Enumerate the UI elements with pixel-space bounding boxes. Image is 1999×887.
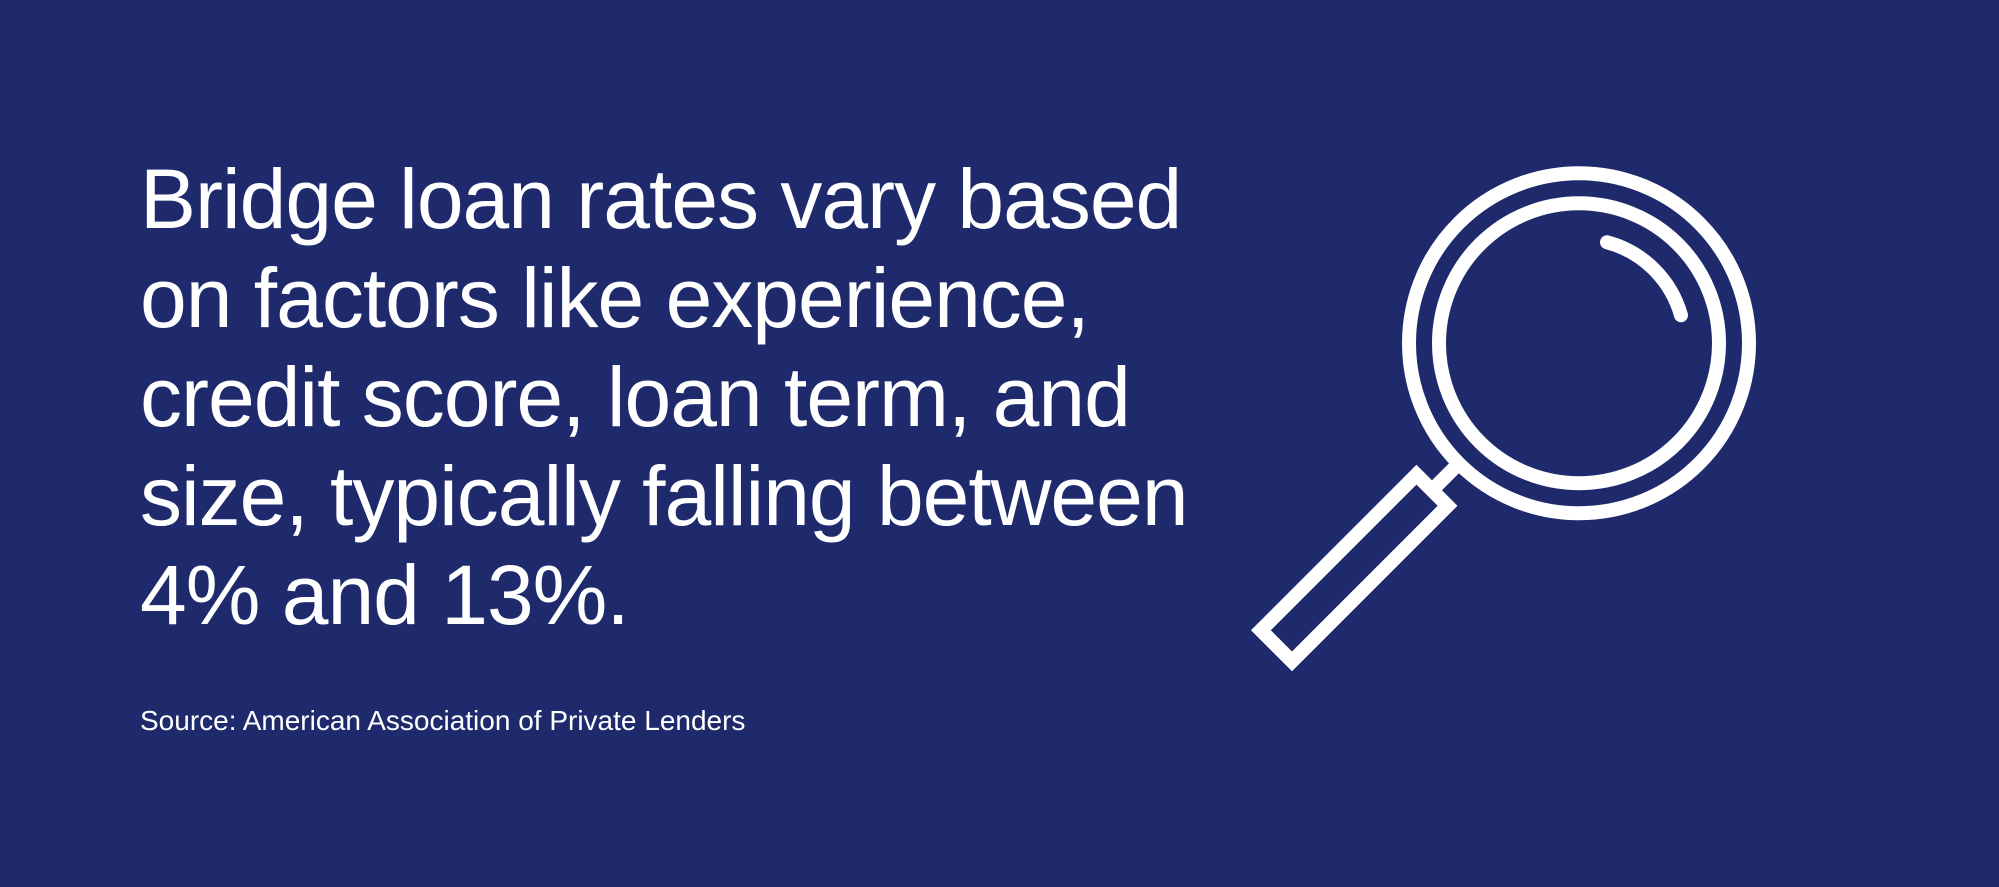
- text-content: Bridge loan rates vary based on factors …: [140, 150, 1190, 738]
- magnifying-glass-icon: [1239, 133, 1799, 698]
- main-statement: Bridge loan rates vary based on factors …: [140, 150, 1190, 646]
- source-attribution: Source: American Association of Private …: [140, 705, 1190, 737]
